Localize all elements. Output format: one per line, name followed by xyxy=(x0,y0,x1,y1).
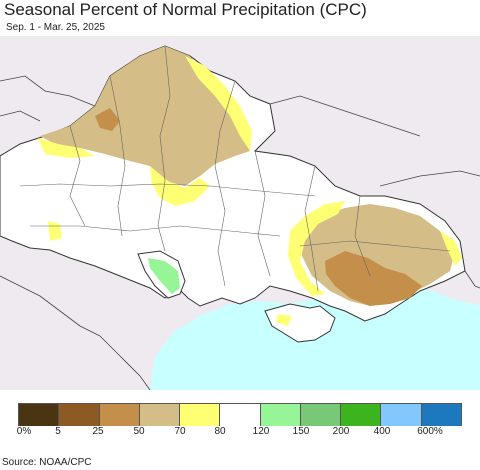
oblast-borders xyxy=(19,45,451,292)
legend-swatch-4 xyxy=(180,404,221,426)
national-borders xyxy=(0,75,480,390)
map-title: Seasonal Percent of Normal Precipitation… xyxy=(4,0,367,19)
source-credit: Source: NOAA/CPC xyxy=(2,457,92,468)
legend-tick: 50 xyxy=(133,426,145,437)
region-70-80-north xyxy=(185,56,252,151)
precipitation-map xyxy=(0,36,480,390)
legend-tick: 0% xyxy=(16,426,32,437)
crimea xyxy=(264,303,336,343)
legend-swatch-3 xyxy=(139,404,181,426)
legend-swatch-1 xyxy=(59,404,100,426)
region-50-70-north xyxy=(40,46,250,186)
legend-swatch-9 xyxy=(381,404,422,426)
legend-tick: 600% xyxy=(417,426,443,437)
legend-swatch-5 xyxy=(220,404,261,426)
legend-swatch-0 xyxy=(18,404,60,426)
region-70-80-southwest xyxy=(48,221,62,241)
region-120-150-south xyxy=(148,258,180,294)
legend-tick: 400 xyxy=(373,426,391,437)
region-25-50-north xyxy=(95,108,120,131)
legend-ticks: 0% 5 25 50 70 80 120 150 200 400 600% xyxy=(0,426,480,440)
legend-swatch-10 xyxy=(421,404,462,426)
legend-tick: 70 xyxy=(174,426,186,437)
map-canvas xyxy=(0,36,480,390)
legend-swatch-2 xyxy=(99,404,140,426)
region-70-80-east xyxy=(288,201,345,296)
region-120-150-crimea xyxy=(276,314,292,326)
region-70-80-central xyxy=(150,166,210,206)
map-subtitle: Sep. 1 - Mar. 25, 2025 xyxy=(6,22,105,33)
region-25-50-east xyxy=(325,251,422,306)
legend-tick: 25 xyxy=(92,426,104,437)
legend-swatch-6 xyxy=(260,404,301,426)
legend-tick: 200 xyxy=(332,426,350,437)
legend-tick: 5 xyxy=(55,426,61,437)
region-70-80-far-east xyxy=(440,231,462,266)
legend-swatch-8 xyxy=(341,404,382,426)
legend-swatch-7 xyxy=(300,404,342,426)
legend-tick: 150 xyxy=(292,426,310,437)
color-legend xyxy=(18,403,462,426)
legend-tick: 120 xyxy=(252,426,270,437)
region-70-80-northwest xyxy=(38,138,95,158)
legend-tick: 80 xyxy=(214,426,226,437)
